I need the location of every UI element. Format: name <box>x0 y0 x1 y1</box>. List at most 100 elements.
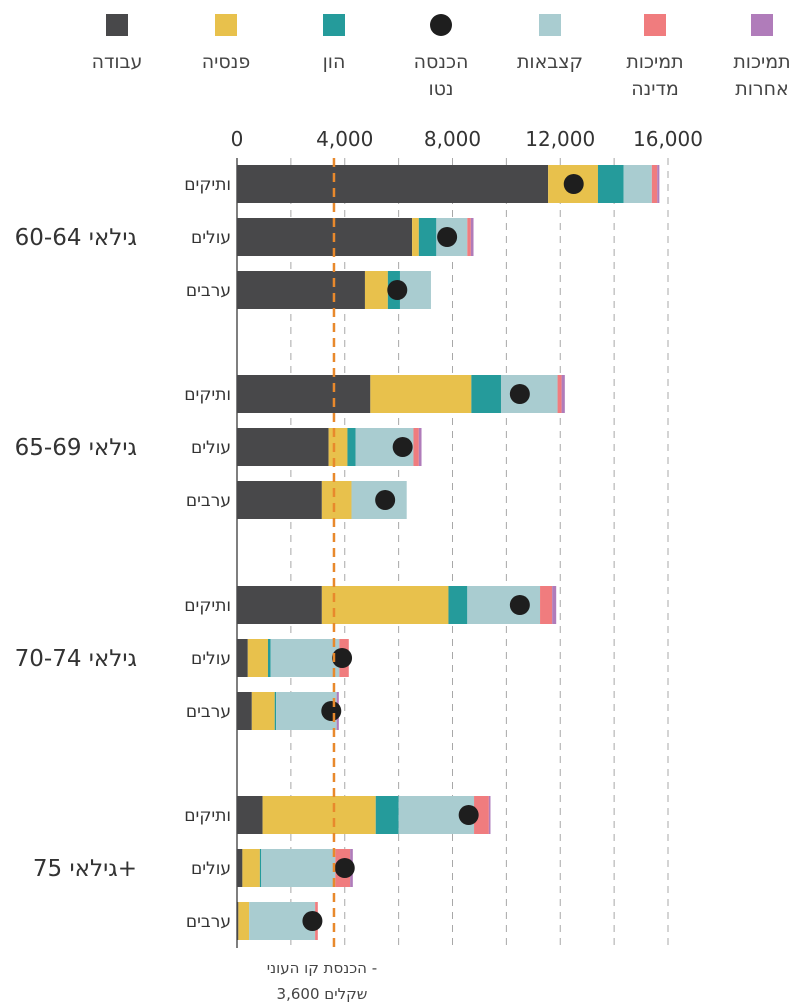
bar-segment-work <box>237 481 322 519</box>
bar-segment-work <box>237 796 263 834</box>
bar-segment-allowances <box>261 849 336 887</box>
net-income-dot <box>375 490 396 510</box>
legend-label-other: אחרות <box>735 78 789 100</box>
bar-segment-work <box>237 849 243 887</box>
legend-marker-pension <box>215 14 237 36</box>
net-income-dot <box>458 805 479 825</box>
legend-label-allowances: קצבאות <box>517 51 583 73</box>
legend-marker-allowances <box>539 14 561 36</box>
bar-segment-pension <box>262 796 376 834</box>
net-income-dot <box>302 911 323 931</box>
bar-segment-pension <box>321 481 352 519</box>
row-label: ערבים <box>186 281 231 301</box>
row-label: עולים <box>191 859 231 879</box>
legend-marker-state <box>644 14 666 36</box>
bar-segment-capital <box>347 428 356 466</box>
net-income-dot <box>509 384 530 404</box>
row-label: ערבים <box>186 491 231 511</box>
bar-segment-work <box>237 692 252 730</box>
bar-segment-capital <box>418 218 437 256</box>
x-tick-label: 16,000 <box>633 127 703 151</box>
bar-segment-allowances <box>623 165 652 203</box>
bar-segment-capital <box>259 849 262 887</box>
net-income-dot <box>509 595 530 615</box>
bar-segment-state <box>540 586 553 624</box>
bar-segment-state <box>413 428 419 466</box>
bar-segment-other <box>561 375 565 413</box>
row-label: ותיקים <box>184 596 231 616</box>
bar-segment-state <box>467 218 471 256</box>
row-label: עולים <box>191 438 231 458</box>
group-label: גילאי 65-69 <box>15 435 137 461</box>
bar-segment-pension <box>370 375 472 413</box>
row-label: ותיקים <box>184 175 231 195</box>
bar-segment-other <box>418 428 422 466</box>
row-label: עולים <box>191 228 231 248</box>
bar-segment-state <box>651 165 658 203</box>
bar-segment-state <box>474 796 489 834</box>
bar-segment-allowances <box>270 639 340 677</box>
legend-label-net: נטו <box>428 78 453 100</box>
bar-segment-capital <box>274 692 277 730</box>
group-label: גילאי 75+ <box>33 856 137 882</box>
poverty-line-label: 3,600 שקלים <box>277 985 368 1003</box>
x-tick-label: 12,000 <box>525 127 595 151</box>
bar-segment-pension <box>251 692 275 730</box>
net-income-dot <box>332 648 353 668</box>
net-income-dot <box>387 280 408 300</box>
row-label: עולים <box>191 649 231 669</box>
group-label: גילאי 70-74 <box>15 646 137 672</box>
bar-segment-work <box>237 271 365 309</box>
bar-segment-work <box>237 639 248 677</box>
net-income-dot <box>334 858 355 878</box>
bar-segment-other <box>488 796 491 834</box>
poverty-line-label: הכנסת קו העוני - <box>267 959 377 977</box>
net-income-dot <box>437 227 458 247</box>
bar-segment-work <box>237 586 322 624</box>
legend-marker-work <box>106 14 128 36</box>
x-tick-label: 0 <box>231 127 244 151</box>
bar-segment-other <box>552 586 557 624</box>
bar-segment-other <box>657 165 660 203</box>
legend-label-pension: פנסיה <box>202 51 250 73</box>
x-tick-label: 4,000 <box>316 127 373 151</box>
bar-segment-pension <box>321 586 449 624</box>
bar-segment-pension <box>328 428 348 466</box>
x-tick-label: 8,000 <box>424 127 481 151</box>
legend-label-capital: הון <box>323 51 346 73</box>
bar-segment-work <box>237 428 329 466</box>
bar-segment-pension <box>412 218 419 256</box>
bar-segment-work <box>237 218 413 256</box>
legend-marker-other <box>751 14 773 36</box>
bar-segment-pension <box>238 902 250 940</box>
legend-label-net: הכנסה <box>414 51 469 73</box>
bar-segment-capital <box>597 165 624 203</box>
bar-segment-capital <box>267 639 271 677</box>
legend-marker-net <box>430 14 452 36</box>
net-income-dot <box>321 701 342 721</box>
bar-segment-work <box>237 375 371 413</box>
legend-label-state: תמיכות <box>626 51 683 73</box>
bar-segment-other <box>470 218 474 256</box>
bar-segment-capital <box>375 796 399 834</box>
row-label: ותיקים <box>184 385 231 405</box>
net-income-dot <box>563 174 584 194</box>
bar-segment-capital <box>471 375 501 413</box>
legend-marker-capital <box>323 14 345 36</box>
bar-segment-pension <box>247 639 268 677</box>
row-label: ערבים <box>186 912 231 932</box>
legend-label-state: מדינה <box>631 78 679 100</box>
bar-segment-work <box>237 165 549 203</box>
net-income-dot <box>392 437 413 457</box>
group-label: גילאי 60-64 <box>15 225 137 251</box>
legend-label-other: תמיכות <box>733 51 790 73</box>
bar-segment-pension <box>242 849 260 887</box>
bar-segment-pension <box>364 271 388 309</box>
bar-segment-state <box>557 375 562 413</box>
bar-segment-work <box>237 902 239 940</box>
row-label: ותיקים <box>184 806 231 826</box>
bar-segment-capital <box>448 586 468 624</box>
legend-label-work: עבודה <box>92 51 143 73</box>
row-label: ערבים <box>186 702 231 722</box>
